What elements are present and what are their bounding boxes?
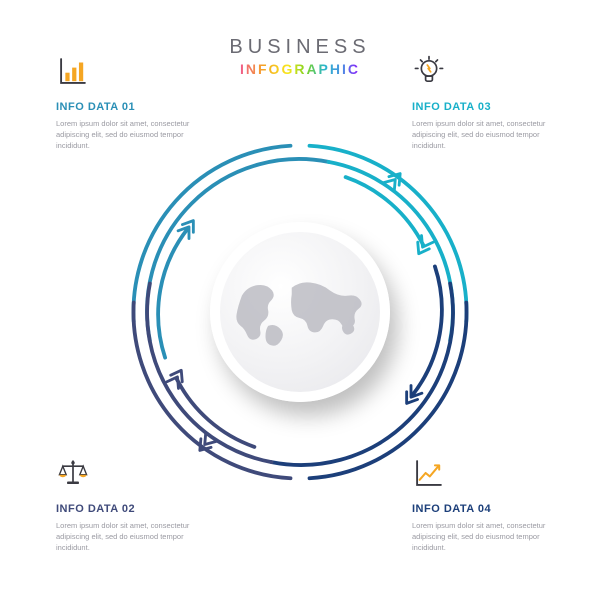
line-chart-icon <box>412 456 446 490</box>
info-body-3: Lorem ipsum dolor sit amet, consectetur … <box>412 119 552 152</box>
info-title-3: INFO DATA 03 <box>412 101 552 113</box>
info-body-4: Lorem ipsum dolor sit amet, consectetur … <box>412 521 552 554</box>
lightbulb-icon <box>412 54 446 88</box>
center-disc <box>210 222 390 402</box>
info-block-2: INFO DATA 02 Lorem ipsum dolor sit amet,… <box>56 456 196 554</box>
scales-icon <box>56 456 90 490</box>
info-block-1: INFO DATA 01 Lorem ipsum dolor sit amet,… <box>56 54 196 152</box>
info-title-2: INFO DATA 02 <box>56 503 196 515</box>
info-title-4: INFO DATA 04 <box>412 503 552 515</box>
infographic-canvas: BUSINESS INFOGRAPHIC <box>0 0 600 600</box>
info-block-3: INFO DATA 03 Lorem ipsum dolor sit amet,… <box>412 54 552 152</box>
info-body-1: Lorem ipsum dolor sit amet, consectetur … <box>56 119 196 152</box>
title-line-2: INFOGRAPHIC <box>240 61 360 77</box>
info-title-1: INFO DATA 01 <box>56 101 196 113</box>
info-block-4: INFO DATA 04 Lorem ipsum dolor sit amet,… <box>412 456 552 554</box>
info-body-2: Lorem ipsum dolor sit amet, consectetur … <box>56 521 196 554</box>
world-map-icon <box>234 276 365 348</box>
bar-chart-icon <box>56 54 90 88</box>
